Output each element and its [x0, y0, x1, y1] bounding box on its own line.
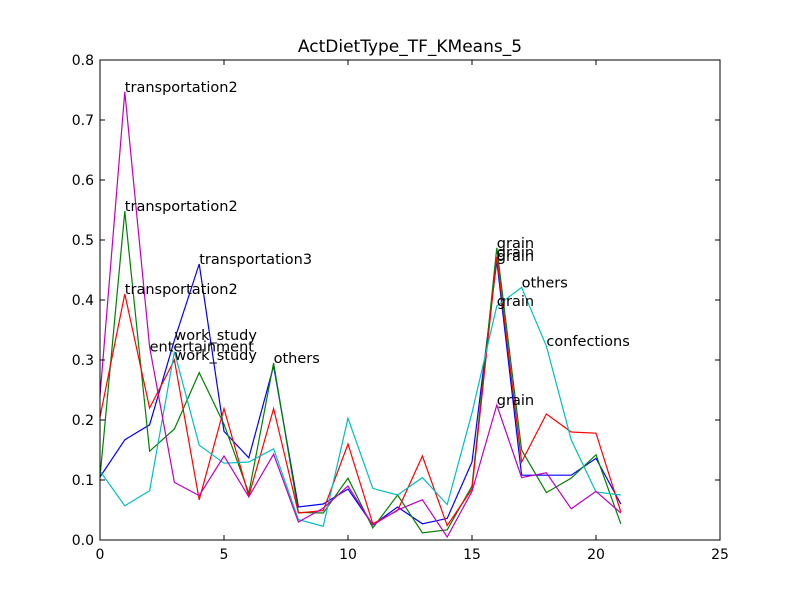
annotation-label: transportation2	[125, 282, 238, 298]
series-layer	[99, 91, 622, 539]
annotation-label: others	[274, 351, 320, 367]
x-tick-label: 25	[711, 547, 729, 563]
x-tick-label: 5	[220, 547, 229, 563]
y-tick-label: 0.2	[72, 413, 94, 429]
annotation-label: others	[522, 275, 568, 291]
annotation-label: grain	[497, 245, 534, 261]
x-tick-label: 0	[96, 547, 105, 563]
series-line-5	[99, 91, 622, 539]
y-tick-label: 0.5	[72, 233, 94, 249]
annotation-label: grain	[497, 393, 534, 409]
x-tick-label: 10	[339, 547, 357, 563]
series-line-4	[99, 286, 621, 527]
x-tick-label: 20	[587, 547, 605, 563]
annotation-label: transportation3	[199, 252, 312, 268]
annotation-label: work_study	[174, 328, 257, 344]
annotation-label: entertainment	[150, 340, 255, 356]
annotation-label: grain	[497, 294, 534, 310]
annotation-label: transportation2	[125, 80, 238, 96]
y-tick-label: 0.3	[72, 353, 94, 369]
axes-layer: 0 5 10 15 20 25 0.0 0.1 0.2 0.3 0.4 0.5 0.6 0.7 0.8	[72, 53, 729, 563]
series-line-3	[99, 256, 622, 527]
x-tick-label: 15	[463, 547, 481, 563]
y-tick-label: 0.1	[72, 473, 94, 489]
annotation-label: grain	[497, 249, 534, 265]
chart-title: ActDietType_TF_KMeans_5	[298, 37, 522, 57]
annotation-label: transportation2	[125, 199, 238, 215]
annotation-label: grain	[497, 236, 534, 252]
y-tick-label: 0.8	[72, 53, 94, 69]
y-tick-label: 0.7	[72, 113, 94, 129]
y-tick-label: 0.4	[72, 293, 94, 309]
annotation-layer: transportation2 transportation2 transporta…	[125, 80, 630, 409]
y-tick-label: 0.0	[72, 533, 94, 549]
annotation-label: confections	[546, 334, 629, 350]
annotation-label: work_study	[174, 348, 257, 364]
series-line-2	[99, 211, 622, 534]
y-tick-label: 0.6	[72, 173, 94, 189]
